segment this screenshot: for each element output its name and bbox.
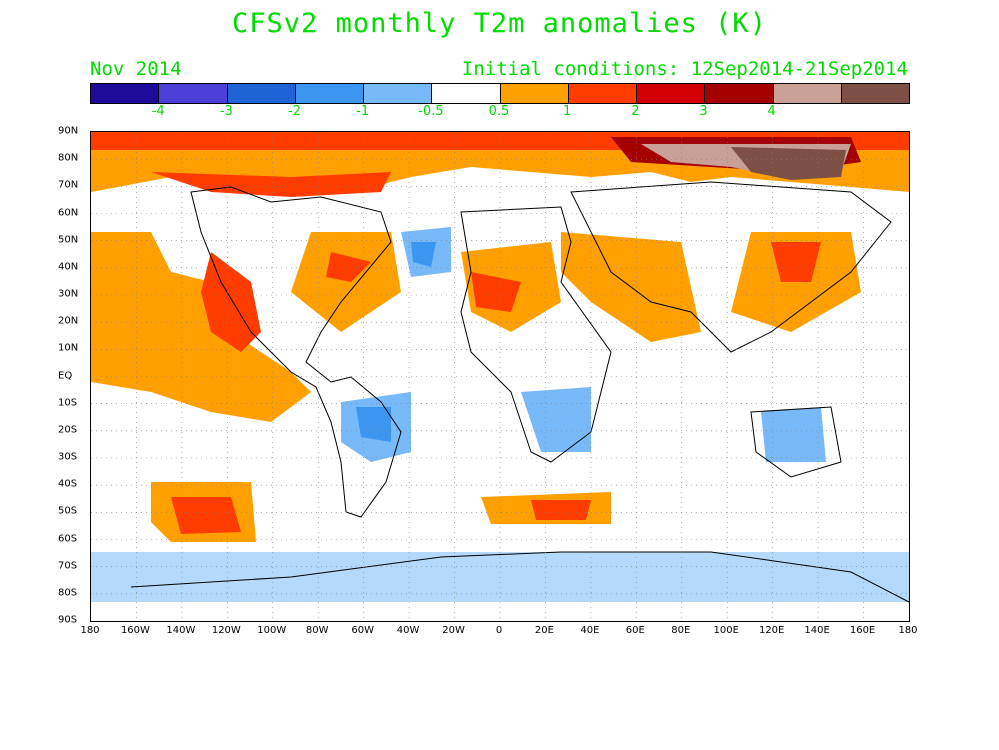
legend-label: 0.5 (488, 104, 510, 119)
legend-swatch (432, 84, 501, 103)
anomaly-map (90, 131, 910, 622)
latitude-label: 60N (58, 207, 79, 218)
longitude-label: 180 (898, 625, 918, 636)
initial-conditions: Initial conditions: 12Sep2014-21Sep2014 (461, 58, 908, 80)
south-africa-light-blue (521, 387, 591, 452)
legend-label: -0.5 (418, 104, 444, 119)
asia-coast (570, 181, 892, 353)
latitude-label: 30S (58, 451, 78, 463)
south-america-blue (356, 407, 391, 442)
legend-label: -4 (151, 104, 165, 119)
longitude-label: 40W (396, 625, 420, 636)
longitude-label: 160W (120, 625, 150, 636)
canada-red (151, 172, 391, 197)
longitude-label: 60E (625, 625, 645, 636)
latitude-label: 50N (58, 234, 79, 246)
forecast-month: Nov 2014 (90, 58, 182, 80)
south-pacific-red (171, 497, 241, 534)
legend-label: -2 (288, 104, 301, 119)
latitude-label: 30N (58, 288, 79, 300)
antarctica-coast (130, 551, 909, 603)
longitude-label: 80W (305, 625, 329, 636)
east-us-orange (291, 232, 401, 332)
latitude-label: 10N (58, 342, 79, 354)
longitude-label: 60W (351, 625, 374, 636)
longitude-label: 120W (211, 625, 241, 636)
south-indian-red (531, 500, 591, 520)
latitude-label: 50S (58, 505, 78, 517)
latitude-label: 20N (58, 315, 79, 327)
legend-label: 4 (767, 104, 776, 119)
color-legend (90, 83, 910, 104)
americas-coast (190, 186, 402, 518)
latitude-label: 90N (58, 125, 79, 137)
latitude-label: 70N (58, 179, 79, 191)
latitude-label: 80S (58, 587, 78, 599)
longitude-label: 100E (713, 625, 739, 636)
pacific-orange (91, 232, 311, 422)
longitude-label: 160E (849, 625, 876, 636)
longitude-label: 20E (534, 625, 554, 636)
australia-light-blue (761, 407, 826, 462)
legend-swatch (705, 84, 774, 103)
legend-label: 1 (563, 104, 572, 119)
latitude-label: EQ (58, 370, 73, 381)
longitude-label: 180 (80, 625, 100, 636)
longitude-label: 100W (257, 625, 287, 636)
longitude-label: 0 (495, 625, 503, 636)
latitude-label: 10S (58, 397, 78, 409)
east-asia-red (771, 242, 821, 282)
legend-swatch (295, 84, 364, 103)
latitude-label: 60S (58, 533, 78, 544)
legend-swatch (568, 84, 637, 103)
map-svg (91, 132, 909, 621)
legend-swatch (500, 84, 569, 103)
legend-swatch (773, 84, 842, 103)
latitude-label: 20S (58, 424, 78, 436)
europe-africa-coast (460, 206, 612, 463)
coastlines (130, 181, 909, 603)
legend-label: 3 (699, 104, 708, 119)
legend-label: -1 (356, 104, 370, 119)
legend-swatch (364, 84, 433, 103)
n-africa-red (471, 272, 521, 312)
latitude-label: 80N (58, 152, 79, 164)
legend-swatch (227, 84, 296, 103)
latitude-label: 40S (58, 478, 78, 490)
longitude-label: 20W (442, 625, 465, 636)
map-title: CFSv2 monthly T2m anomalies (K) (232, 8, 767, 39)
latitude-label: 90S (58, 614, 78, 626)
legend-label: -3 (219, 104, 233, 119)
warm-anomaly-shading (91, 132, 909, 542)
legend-swatch (91, 84, 160, 103)
longitude-label: 120E (758, 625, 785, 636)
legend-swatch (841, 84, 909, 103)
north-atlantic-blue (411, 242, 436, 267)
legend-swatch (637, 84, 706, 103)
west-us-red (201, 252, 261, 352)
legend-swatch (159, 84, 228, 103)
australia-coast (750, 406, 842, 478)
longitude-label: 80E (671, 625, 691, 636)
longitude-label: 140E (804, 625, 830, 636)
longitude-label: 40E (580, 625, 600, 636)
latitude-label: 70S (58, 560, 78, 572)
longitude-label: 140W (166, 625, 196, 636)
siberia-brown (731, 147, 846, 180)
east-us-red (326, 252, 371, 282)
legend-label: 2 (631, 104, 640, 119)
latitude-label: 40N (58, 261, 79, 273)
